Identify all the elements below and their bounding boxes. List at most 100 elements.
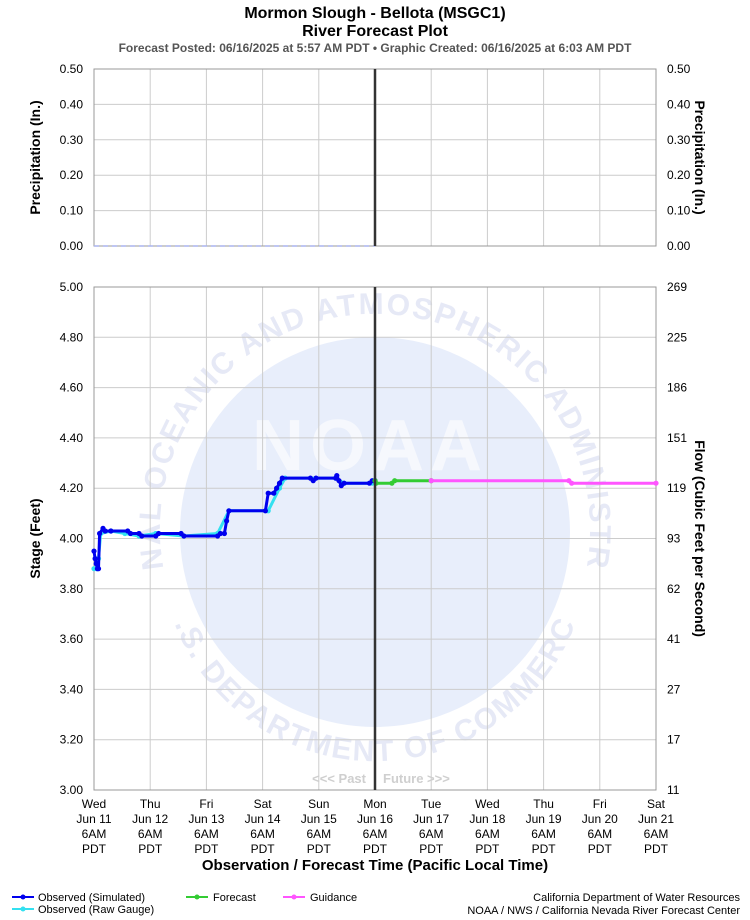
legend: Observed (Simulated) Observed (Raw Gauge… [12, 892, 357, 916]
y-tick-label-right: 11 [667, 783, 680, 797]
y-tick-label-right: 0.40 [667, 97, 691, 111]
x-tick-label: 6AM [475, 827, 500, 841]
x-tick-label: PDT [644, 842, 669, 856]
x-tick-label: Tue [421, 797, 442, 811]
noaa-watermark: NOAA NATIONAL OCEANIC AND ATMOSPHERIC AD… [0, 0, 614, 768]
legend-swatch-marker [20, 894, 26, 900]
x-tick-label: Thu [140, 797, 161, 811]
y-tick-label: 4.00 [60, 532, 84, 546]
y-tick-label-right: 269 [667, 280, 687, 294]
legend-label: Guidance [310, 892, 357, 904]
y-tick-label-right: 225 [667, 330, 687, 344]
x-tick-label: Wed [475, 797, 499, 811]
x-tick-label: 6AM [138, 827, 163, 841]
legend-item-forecast: Forecast [186, 892, 256, 904]
y-tick-label-right: 151 [667, 431, 687, 445]
x-tick-label: PDT [194, 842, 219, 856]
y-tick-label-right: 0.30 [667, 133, 691, 147]
data-point [224, 518, 230, 524]
data-point [569, 480, 575, 486]
y-tick-label: 5.00 [60, 280, 84, 294]
legend-swatch-marker [194, 894, 200, 900]
y-tick-label: 3.80 [60, 582, 84, 596]
x-tick-label: Jun 19 [526, 812, 562, 826]
y-tick-label: 4.20 [60, 481, 84, 495]
data-point [93, 561, 99, 567]
x-tick-label: Jun 17 [413, 812, 449, 826]
x-tick-label: Thu [533, 797, 554, 811]
y-axis-label: Stage (Feet) [27, 498, 43, 578]
y-tick-label: 3.60 [60, 632, 84, 646]
data-point [226, 508, 232, 514]
y-axis-label-right: Precipitation (In.) [692, 100, 708, 214]
x-tick-label: Jun 14 [245, 812, 281, 826]
data-point [102, 528, 108, 534]
data-point [313, 475, 319, 481]
y-tick-label: 0.30 [60, 133, 84, 147]
data-point [265, 490, 271, 496]
data-point [127, 530, 134, 537]
chart-title-line2: River Forecast Plot [302, 23, 449, 40]
data-point [276, 480, 283, 486]
x-tick-label: PDT [307, 842, 332, 856]
y-tick-label: 0.20 [60, 168, 84, 182]
y-tick-label-right: 17 [667, 733, 681, 747]
y-tick-label-right: 0.00 [667, 239, 691, 253]
y-axis-label-right: Flow (Cubic Feet per Second) [692, 440, 708, 637]
y-tick-label-right: 186 [667, 381, 687, 395]
past-label: <<< Past [312, 771, 367, 786]
data-point [392, 478, 398, 484]
y-tick-label: 3.00 [60, 783, 84, 797]
x-tick-label: Sun [308, 797, 329, 811]
data-point [156, 530, 162, 537]
x-tick-label: Sat [647, 797, 666, 811]
data-point [97, 530, 103, 537]
x-tick-label: Wed [82, 797, 106, 811]
x-tick-label: Jun 13 [188, 812, 224, 826]
precipitation-panel: 0.50 0.50 0.40 0.40 0.30 0.30 0.20 0.20 0.10 0.10… [27, 62, 708, 253]
x-tick-label: Sat [254, 797, 273, 811]
data-point [279, 475, 285, 481]
y-tick-label-right: 0.10 [667, 204, 691, 218]
data-point [221, 530, 227, 537]
credit-noaa: NOAA / NWS / California Nevada River For… [467, 905, 740, 917]
x-tick-label: Jun 12 [132, 812, 168, 826]
data-point [274, 485, 280, 491]
y-tick-label-right: 93 [667, 532, 681, 546]
x-tick-label: PDT [82, 842, 107, 856]
legend-label: Observed (Simulated) [38, 892, 145, 904]
x-tick-label: 6AM [419, 827, 444, 841]
x-tick-label: 6AM [531, 827, 556, 841]
y-tick-label: 0.50 [60, 62, 84, 76]
y-tick-label: 3.40 [60, 682, 84, 696]
legend-item-observed-simulated: Observed (Simulated) [12, 892, 145, 904]
y-tick-label: 0.00 [60, 239, 84, 253]
x-tick-label: Mon [363, 797, 386, 811]
data-point [262, 508, 268, 514]
data-point [271, 490, 277, 496]
x-tick-label: Jun 18 [469, 812, 505, 826]
x-tick-label: Jun 21 [638, 812, 674, 826]
credit-dwr: California Department of Water Resources [533, 892, 740, 904]
noaa-logo-text: NOAA [252, 406, 488, 486]
x-tick-label: 6AM [82, 827, 107, 841]
stage-panel: 5.00 269 4.80 225 4.60 186 4.40 151 4.20 119 4.00 9… [27, 280, 708, 856]
data-point [428, 478, 434, 484]
data-point [653, 480, 659, 486]
x-tick-label: 6AM [306, 827, 331, 841]
data-point [217, 530, 223, 537]
y-tick-label: 4.40 [60, 431, 84, 445]
legend-swatch-marker [291, 894, 297, 900]
legend-label: Forecast [213, 892, 256, 904]
chart-subtitle: Forecast Posted: 06/16/2025 at 5:57 AM P… [119, 41, 633, 55]
x-tick-label: 6AM [587, 827, 612, 841]
y-axis-label: Precipitation (In.) [27, 100, 43, 214]
y-tick-label: 0.40 [60, 97, 84, 111]
x-tick-label: 6AM [363, 827, 388, 841]
data-point [336, 478, 342, 484]
legend-item-observed-raw: Observed (Raw Gauge) [12, 904, 154, 916]
y-tick-label-right: 119 [667, 481, 686, 495]
data-point [341, 480, 347, 486]
y-tick-label: 0.10 [60, 204, 84, 218]
